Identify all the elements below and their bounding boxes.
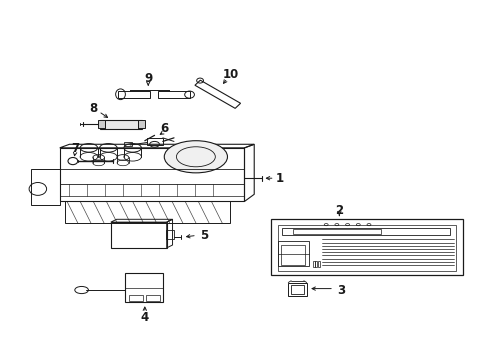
Bar [312,261,314,267]
Bar [64,202,229,223]
Bar [271,219,462,275]
Text: 10: 10 [223,68,239,81]
Bar [137,120,144,128]
Bar [281,245,305,265]
Bar [287,283,306,296]
Bar [277,225,456,271]
Bar [165,230,174,239]
Text: 3: 3 [336,284,345,297]
Bar [125,273,163,302]
Text: 1: 1 [276,172,284,185]
Bar [30,169,60,205]
Bar [318,261,320,267]
Bar [282,228,449,235]
Bar [129,295,142,301]
Text: 9: 9 [144,72,152,85]
Text: 4: 4 [141,311,149,324]
Bar [98,120,105,128]
Ellipse shape [164,141,227,173]
Bar [158,91,189,98]
Bar [147,138,163,145]
Bar [290,285,303,294]
Bar [123,142,131,147]
Text: 2: 2 [335,204,343,217]
Bar [111,222,166,248]
Text: 5: 5 [200,229,207,242]
Bar [60,148,244,202]
Bar [146,295,160,301]
Bar [100,120,142,129]
Bar [292,229,380,234]
Bar [315,261,317,267]
Bar [277,242,308,266]
Text: 7: 7 [71,142,79,155]
Text: 8: 8 [89,102,98,115]
Text: 6: 6 [160,122,168,135]
Bar [118,91,149,98]
